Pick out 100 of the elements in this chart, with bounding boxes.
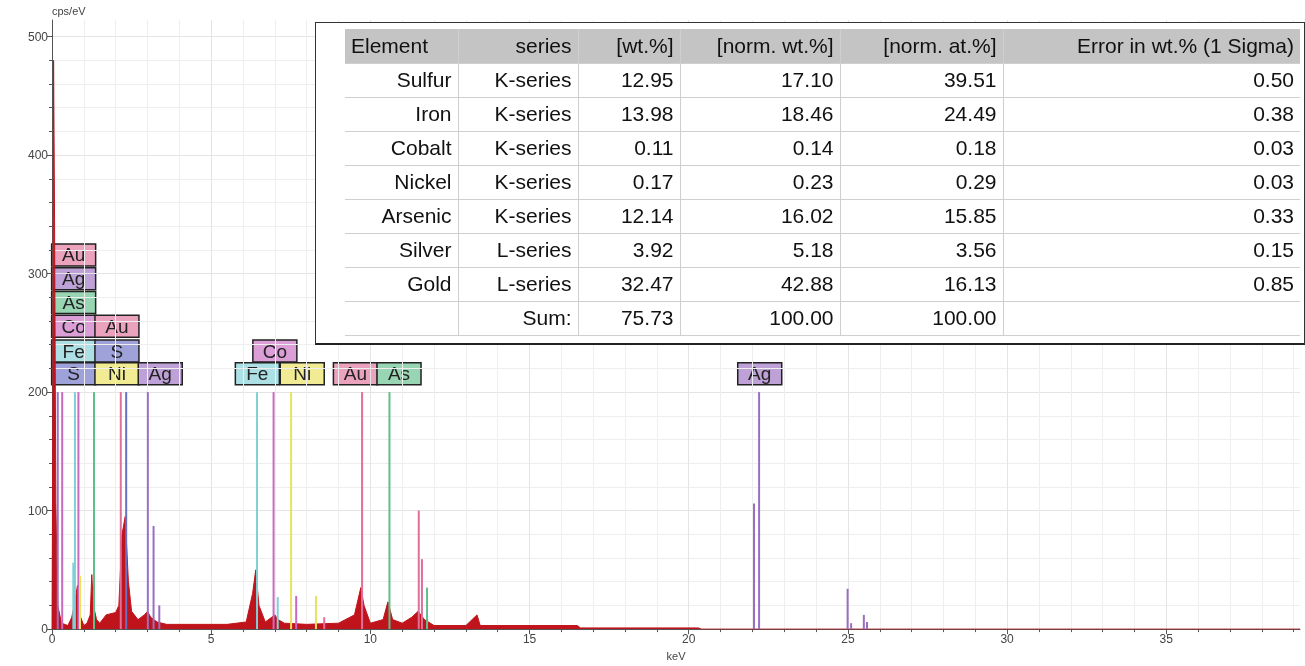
annotation: K-series xyxy=(458,199,578,233)
x-tick-label: 30 xyxy=(1000,632,1015,647)
annotation: K-series xyxy=(458,63,578,97)
annotation: 16.02 xyxy=(680,199,840,233)
bar xyxy=(276,597,279,630)
annotation: [wt.%] xyxy=(578,29,680,63)
annotation: 12.95 xyxy=(578,63,680,97)
annotation: 0.23 xyxy=(680,165,840,199)
bar xyxy=(846,588,849,630)
x-tick-label: 25 xyxy=(841,632,855,647)
annotation: 32.47 xyxy=(578,267,680,301)
annotation: 12.14 xyxy=(578,199,680,233)
annotation: 5.18 xyxy=(680,233,840,267)
bar xyxy=(388,392,391,630)
annotation: 24.49 xyxy=(840,97,1003,131)
y-tick-label: 200 xyxy=(27,385,49,400)
annotation: Cobalt xyxy=(345,131,458,165)
text: Ag xyxy=(62,268,86,290)
annotation: 100.00 xyxy=(680,301,840,335)
bar xyxy=(295,595,298,630)
series-label: Au xyxy=(343,363,368,385)
annotation: L-series xyxy=(458,267,578,301)
annotation: K-series xyxy=(458,131,578,165)
text: As xyxy=(62,291,85,313)
annotation: Error in wt.% (1 Sigma) xyxy=(1003,29,1300,63)
annotation: series xyxy=(458,29,578,63)
annotation: 0.85 xyxy=(1003,267,1300,301)
annotation: 100.00 xyxy=(840,301,1003,335)
bar xyxy=(290,392,293,630)
annotation: 16.13 xyxy=(840,267,1003,301)
x-tick-label: 10 xyxy=(363,632,378,647)
annotation: Iron xyxy=(345,97,458,131)
series-label: Fe xyxy=(246,363,269,385)
annotation: 18.46 xyxy=(680,97,840,131)
bar xyxy=(323,617,326,630)
annotation: 0.03 xyxy=(1003,131,1300,165)
annotation: Nickel xyxy=(345,165,458,199)
bar xyxy=(417,510,420,630)
annotation: [norm. wt.%] xyxy=(680,29,840,63)
annotation: Sulfur xyxy=(345,63,458,97)
annotation: Element xyxy=(345,29,458,63)
annotation: [norm. at.%] xyxy=(840,29,1003,63)
series-label: Co xyxy=(262,340,288,362)
annotation: 15.85 xyxy=(840,199,1003,233)
bar xyxy=(314,595,317,630)
bar xyxy=(146,392,149,630)
annotation: 0.18 xyxy=(840,131,1003,165)
annotation: K-series xyxy=(458,165,578,199)
text: Au xyxy=(62,244,86,266)
bar xyxy=(152,526,155,630)
bar xyxy=(758,392,761,630)
annotation: 0.14 xyxy=(680,131,840,165)
bar xyxy=(79,575,82,630)
bar xyxy=(61,392,64,630)
annotation: 39.51 xyxy=(840,63,1003,97)
x-tick-label: 5 xyxy=(207,632,215,647)
bar xyxy=(256,392,259,630)
series-label: Ag xyxy=(148,363,172,385)
annotation: 0.11 xyxy=(578,131,680,165)
y-tick-label: 400 xyxy=(27,148,49,163)
bar xyxy=(862,614,865,630)
y-tick-label: 500 xyxy=(27,29,49,44)
annotation: Gold xyxy=(345,267,458,301)
text: Fe xyxy=(62,340,85,362)
y-tick-label: 100 xyxy=(27,503,49,518)
annotation: 13.98 xyxy=(578,97,680,131)
bar xyxy=(753,503,755,630)
y-axis-title: cps/eV xyxy=(52,4,87,17)
annotation: 75.73 xyxy=(578,301,680,335)
annotation: 17.10 xyxy=(680,63,840,97)
annotation: L-series xyxy=(458,233,578,267)
annotation: Sum: xyxy=(458,301,578,335)
annotation: Silver xyxy=(345,233,458,267)
bar xyxy=(77,392,80,630)
annotation: 3.56 xyxy=(840,233,1003,267)
annotation: 0.17 xyxy=(578,165,680,199)
bar xyxy=(426,587,429,630)
annotation: 0.38 xyxy=(1003,97,1300,131)
y-tick-label: 0 xyxy=(41,622,49,637)
x-tick-label: 35 xyxy=(1159,632,1174,647)
x-tick-label: 15 xyxy=(522,632,537,647)
annotation: K-series xyxy=(458,97,578,131)
annotation: 0.15 xyxy=(1003,233,1300,267)
bar xyxy=(56,392,59,630)
annotation: 42.88 xyxy=(680,267,840,301)
annotation: Arsenic xyxy=(345,199,458,233)
annotation: 0.29 xyxy=(840,165,1003,199)
y-tick-label: 300 xyxy=(27,266,49,281)
annotation: 3.92 xyxy=(578,233,680,267)
bar xyxy=(361,392,364,630)
bar xyxy=(125,392,128,630)
bar xyxy=(272,392,275,630)
annotation: 0.50 xyxy=(1003,63,1300,97)
annotation: 0.33 xyxy=(1003,199,1300,233)
bar xyxy=(158,605,161,630)
annotation: 0.03 xyxy=(1003,165,1300,199)
bar xyxy=(73,392,76,630)
x-tick-label: 20 xyxy=(682,632,696,647)
bar xyxy=(119,392,122,630)
bar xyxy=(93,392,96,630)
